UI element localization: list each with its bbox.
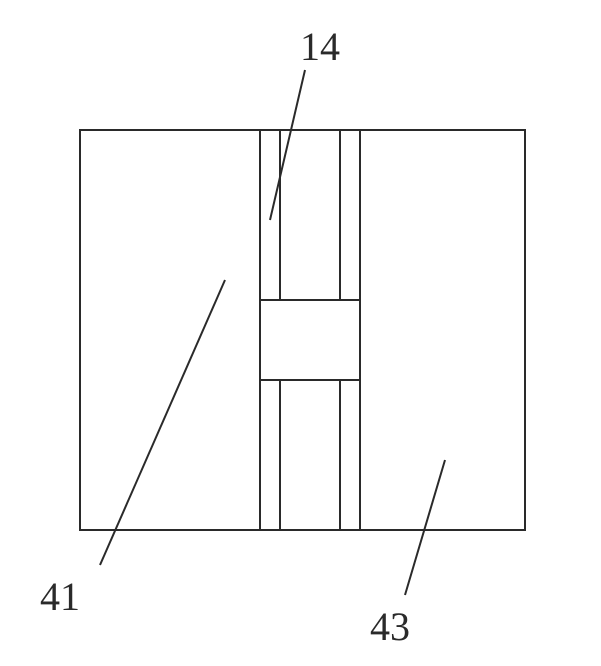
outer-rect	[80, 130, 525, 530]
leader-lines	[100, 70, 445, 595]
leader-left	[100, 280, 225, 565]
diagram-canvas: 14 41 43	[0, 0, 601, 666]
labels: 14 41 43	[40, 24, 410, 649]
label-43: 43	[370, 604, 410, 649]
inner-structure	[260, 130, 360, 530]
leader-right	[405, 460, 445, 595]
label-41: 41	[40, 574, 80, 619]
leader-top	[270, 70, 305, 220]
label-14: 14	[300, 24, 340, 69]
